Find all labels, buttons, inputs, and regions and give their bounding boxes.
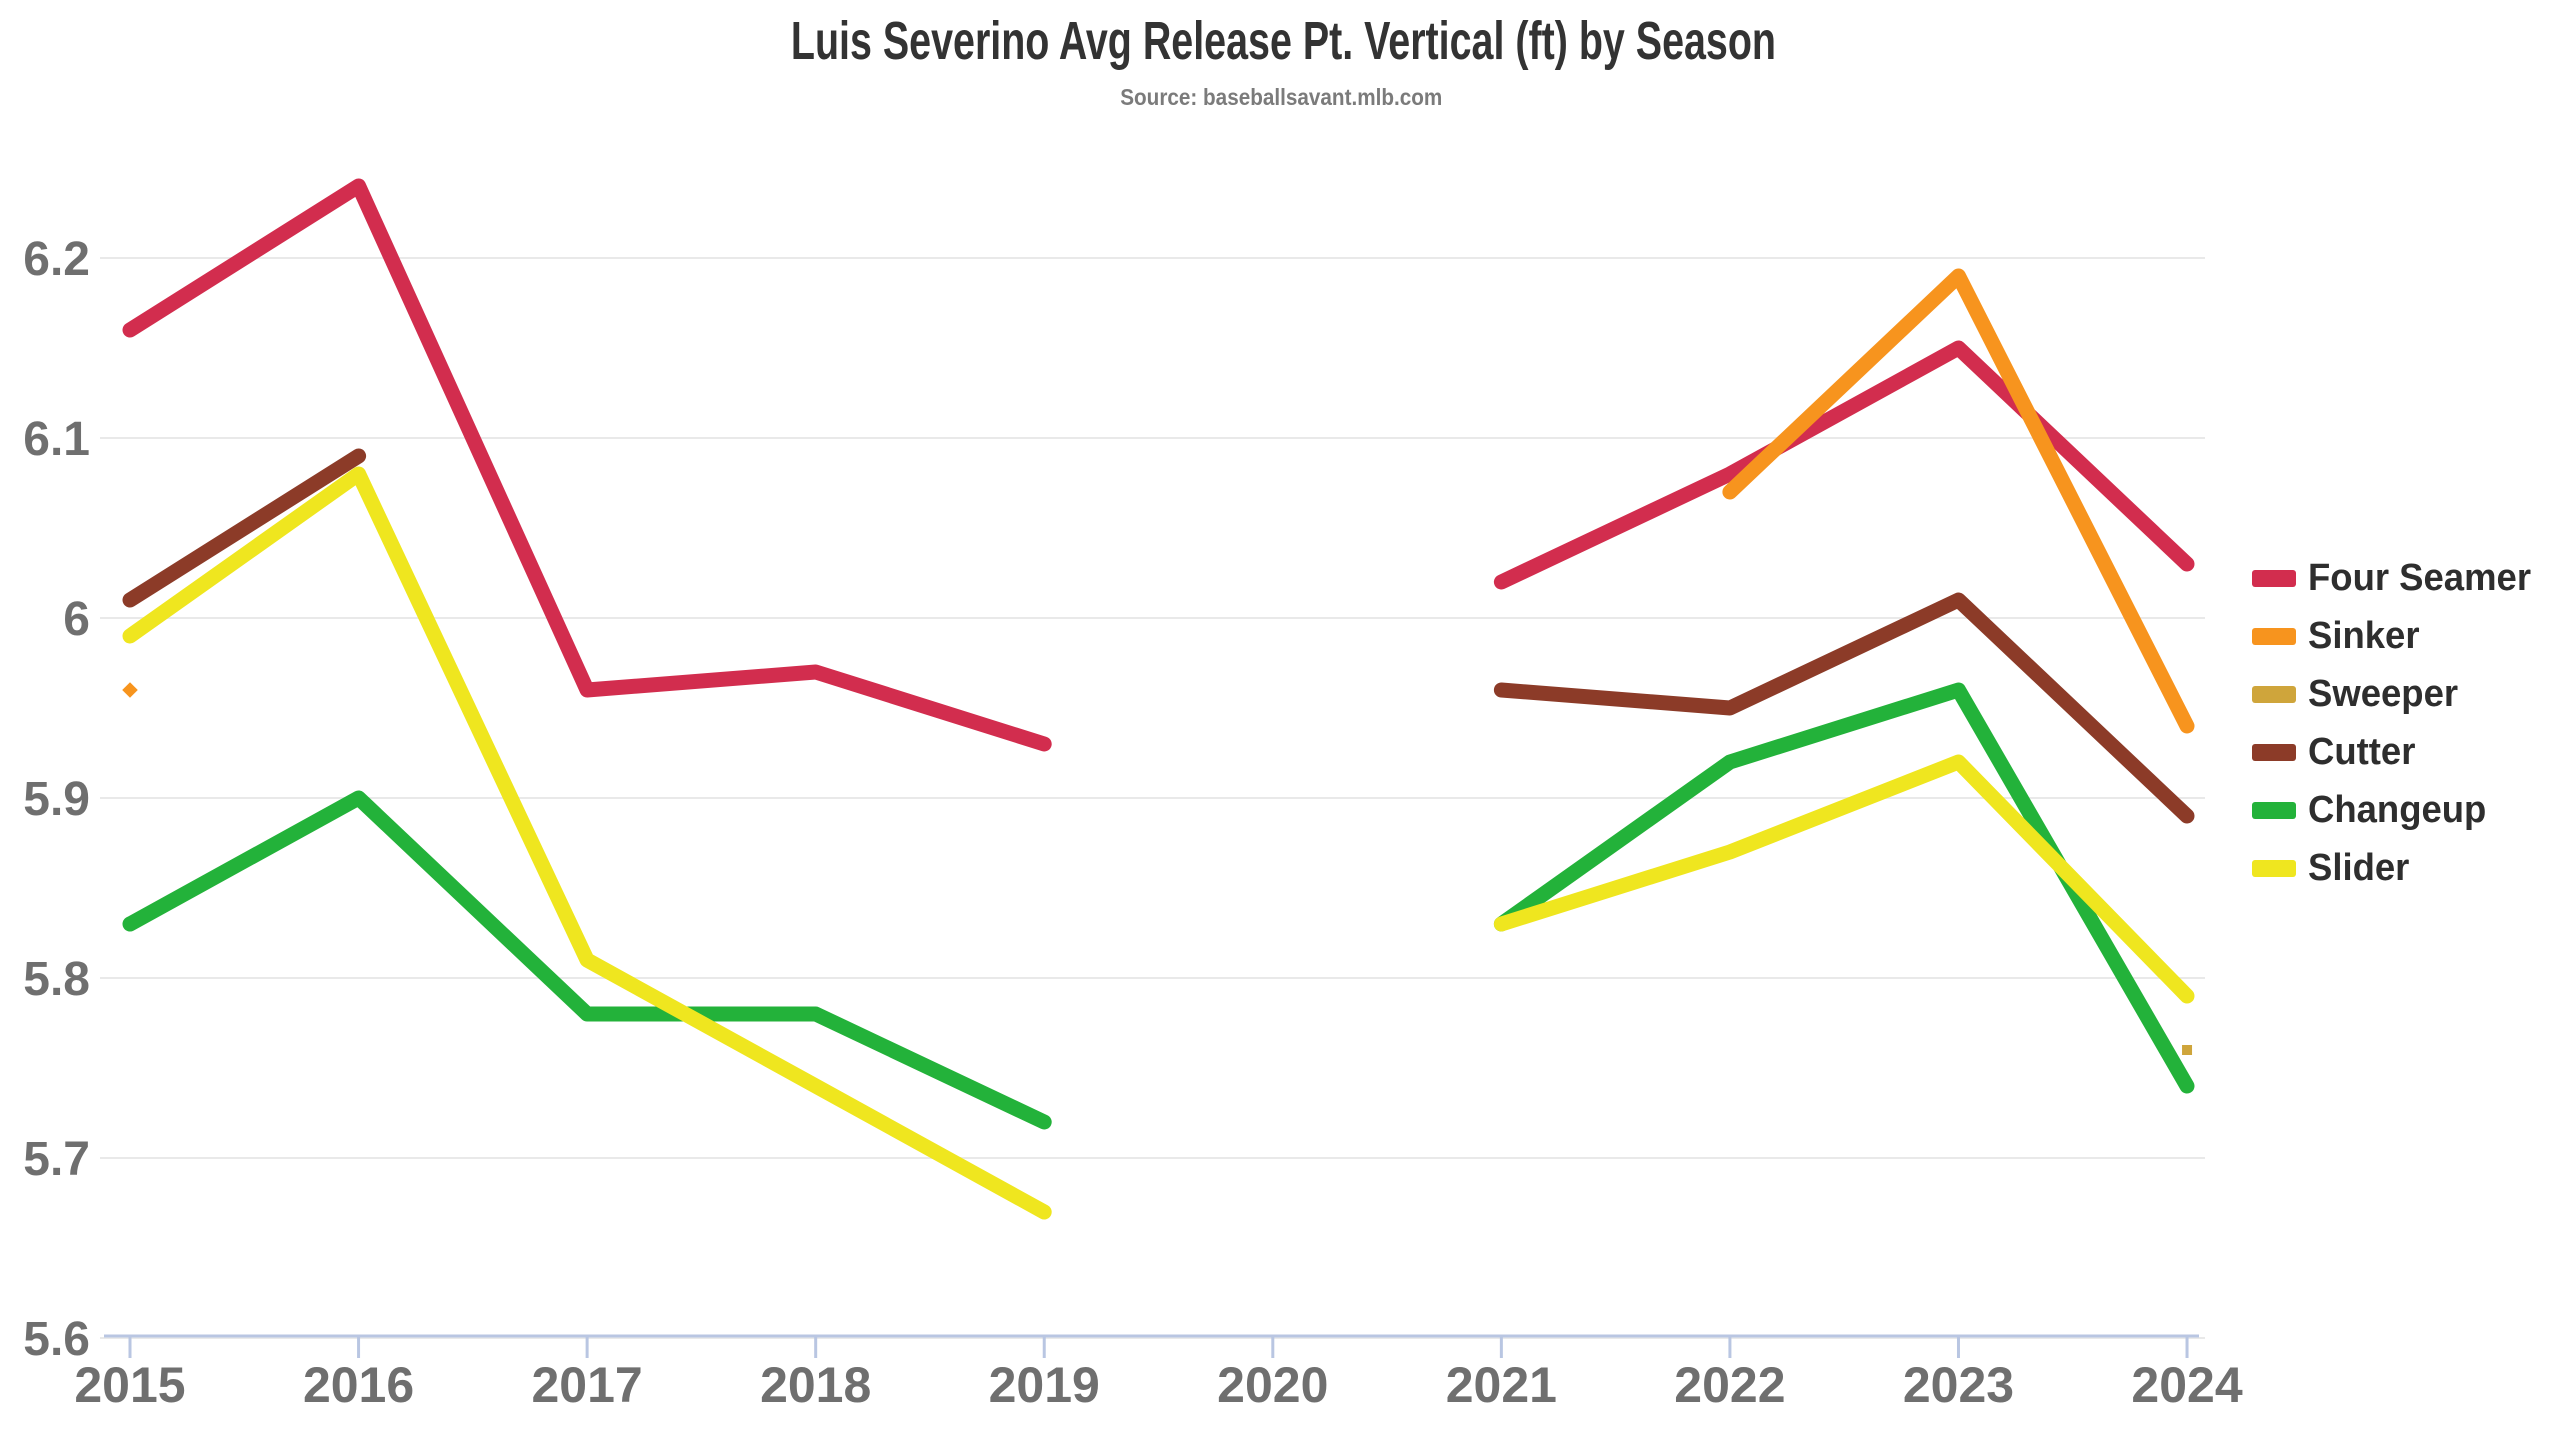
series-point-sinker xyxy=(122,682,138,698)
legend-item-changeup: Changeup xyxy=(2252,788,2540,831)
x-tick-label: 2023 xyxy=(1903,1357,2014,1413)
y-tick-label: 6.1 xyxy=(23,413,90,466)
legend-label-sweeper: Sweeper xyxy=(2308,672,2459,715)
legend-swatch-slider xyxy=(2252,859,2296,877)
legend-swatch-sinker xyxy=(2252,627,2296,645)
x-tick-label: 2016 xyxy=(303,1357,414,1413)
legend-label-changeup: Changeup xyxy=(2308,788,2487,831)
series-line-changeup xyxy=(122,790,1052,1130)
x-tick-label: 2018 xyxy=(760,1357,871,1413)
series-line-cutter xyxy=(122,448,367,608)
legend-item-four-seamer: Four Seamer xyxy=(2252,556,2540,599)
chart-title: Luis Severino Avg Release Pt. Vertical (… xyxy=(790,11,1777,71)
x-tick-label: 2020 xyxy=(1217,1357,1328,1413)
x-tick-label: 2021 xyxy=(1446,1357,1557,1413)
chart-subtitle: Source: baseballsavant.mlb.com xyxy=(1120,84,1443,110)
y-tick-label: 5.9 xyxy=(23,773,90,826)
legend-swatch-cutter xyxy=(2252,743,2296,761)
legend-swatch-changeup xyxy=(2252,801,2296,819)
y-tick-label: 5.6 xyxy=(23,1313,90,1366)
legend-item-slider: Slider xyxy=(2252,846,2540,889)
legend-item-sweeper: Sweeper xyxy=(2252,672,2540,715)
legend-item-cutter: Cutter xyxy=(2252,730,2540,773)
series-line-four-seamer xyxy=(122,178,1052,752)
y-tick-label: 5.8 xyxy=(23,953,90,1006)
legend-label-slider: Slider xyxy=(2308,846,2410,889)
x-tick-label: 2019 xyxy=(989,1357,1100,1413)
legend: Four Seamer Sinker Sweeper Cutter Changeup Sl… xyxy=(2252,556,2540,889)
series-line-four-seamer xyxy=(1493,340,2195,590)
series-line-sinker xyxy=(1722,268,2195,734)
x-tick-label: 2015 xyxy=(74,1357,185,1413)
legend-label-cutter: Cutter xyxy=(2308,730,2416,773)
series-line-slider xyxy=(1493,754,2195,1004)
series-line-cutter xyxy=(1493,592,2195,824)
legend-swatch-sweeper xyxy=(2252,685,2296,703)
x-tick-label: 2024 xyxy=(2131,1357,2242,1413)
y-tick-label: 6.2 xyxy=(23,233,90,286)
legend-item-sinker: Sinker xyxy=(2252,614,2540,657)
y-tick-label: 6 xyxy=(63,593,90,646)
y-tick-label: 5.7 xyxy=(23,1133,90,1186)
legend-swatch-four-seamer xyxy=(2252,569,2296,587)
x-tick-label: 2017 xyxy=(532,1357,643,1413)
series-line-slider xyxy=(122,466,1052,1220)
series-point-sweeper xyxy=(2182,1045,2193,1055)
legend-label-sinker: Sinker xyxy=(2308,614,2420,657)
x-tick-label: 2022 xyxy=(1674,1357,1785,1413)
legend-label-four-seamer: Four Seamer xyxy=(2308,556,2532,599)
